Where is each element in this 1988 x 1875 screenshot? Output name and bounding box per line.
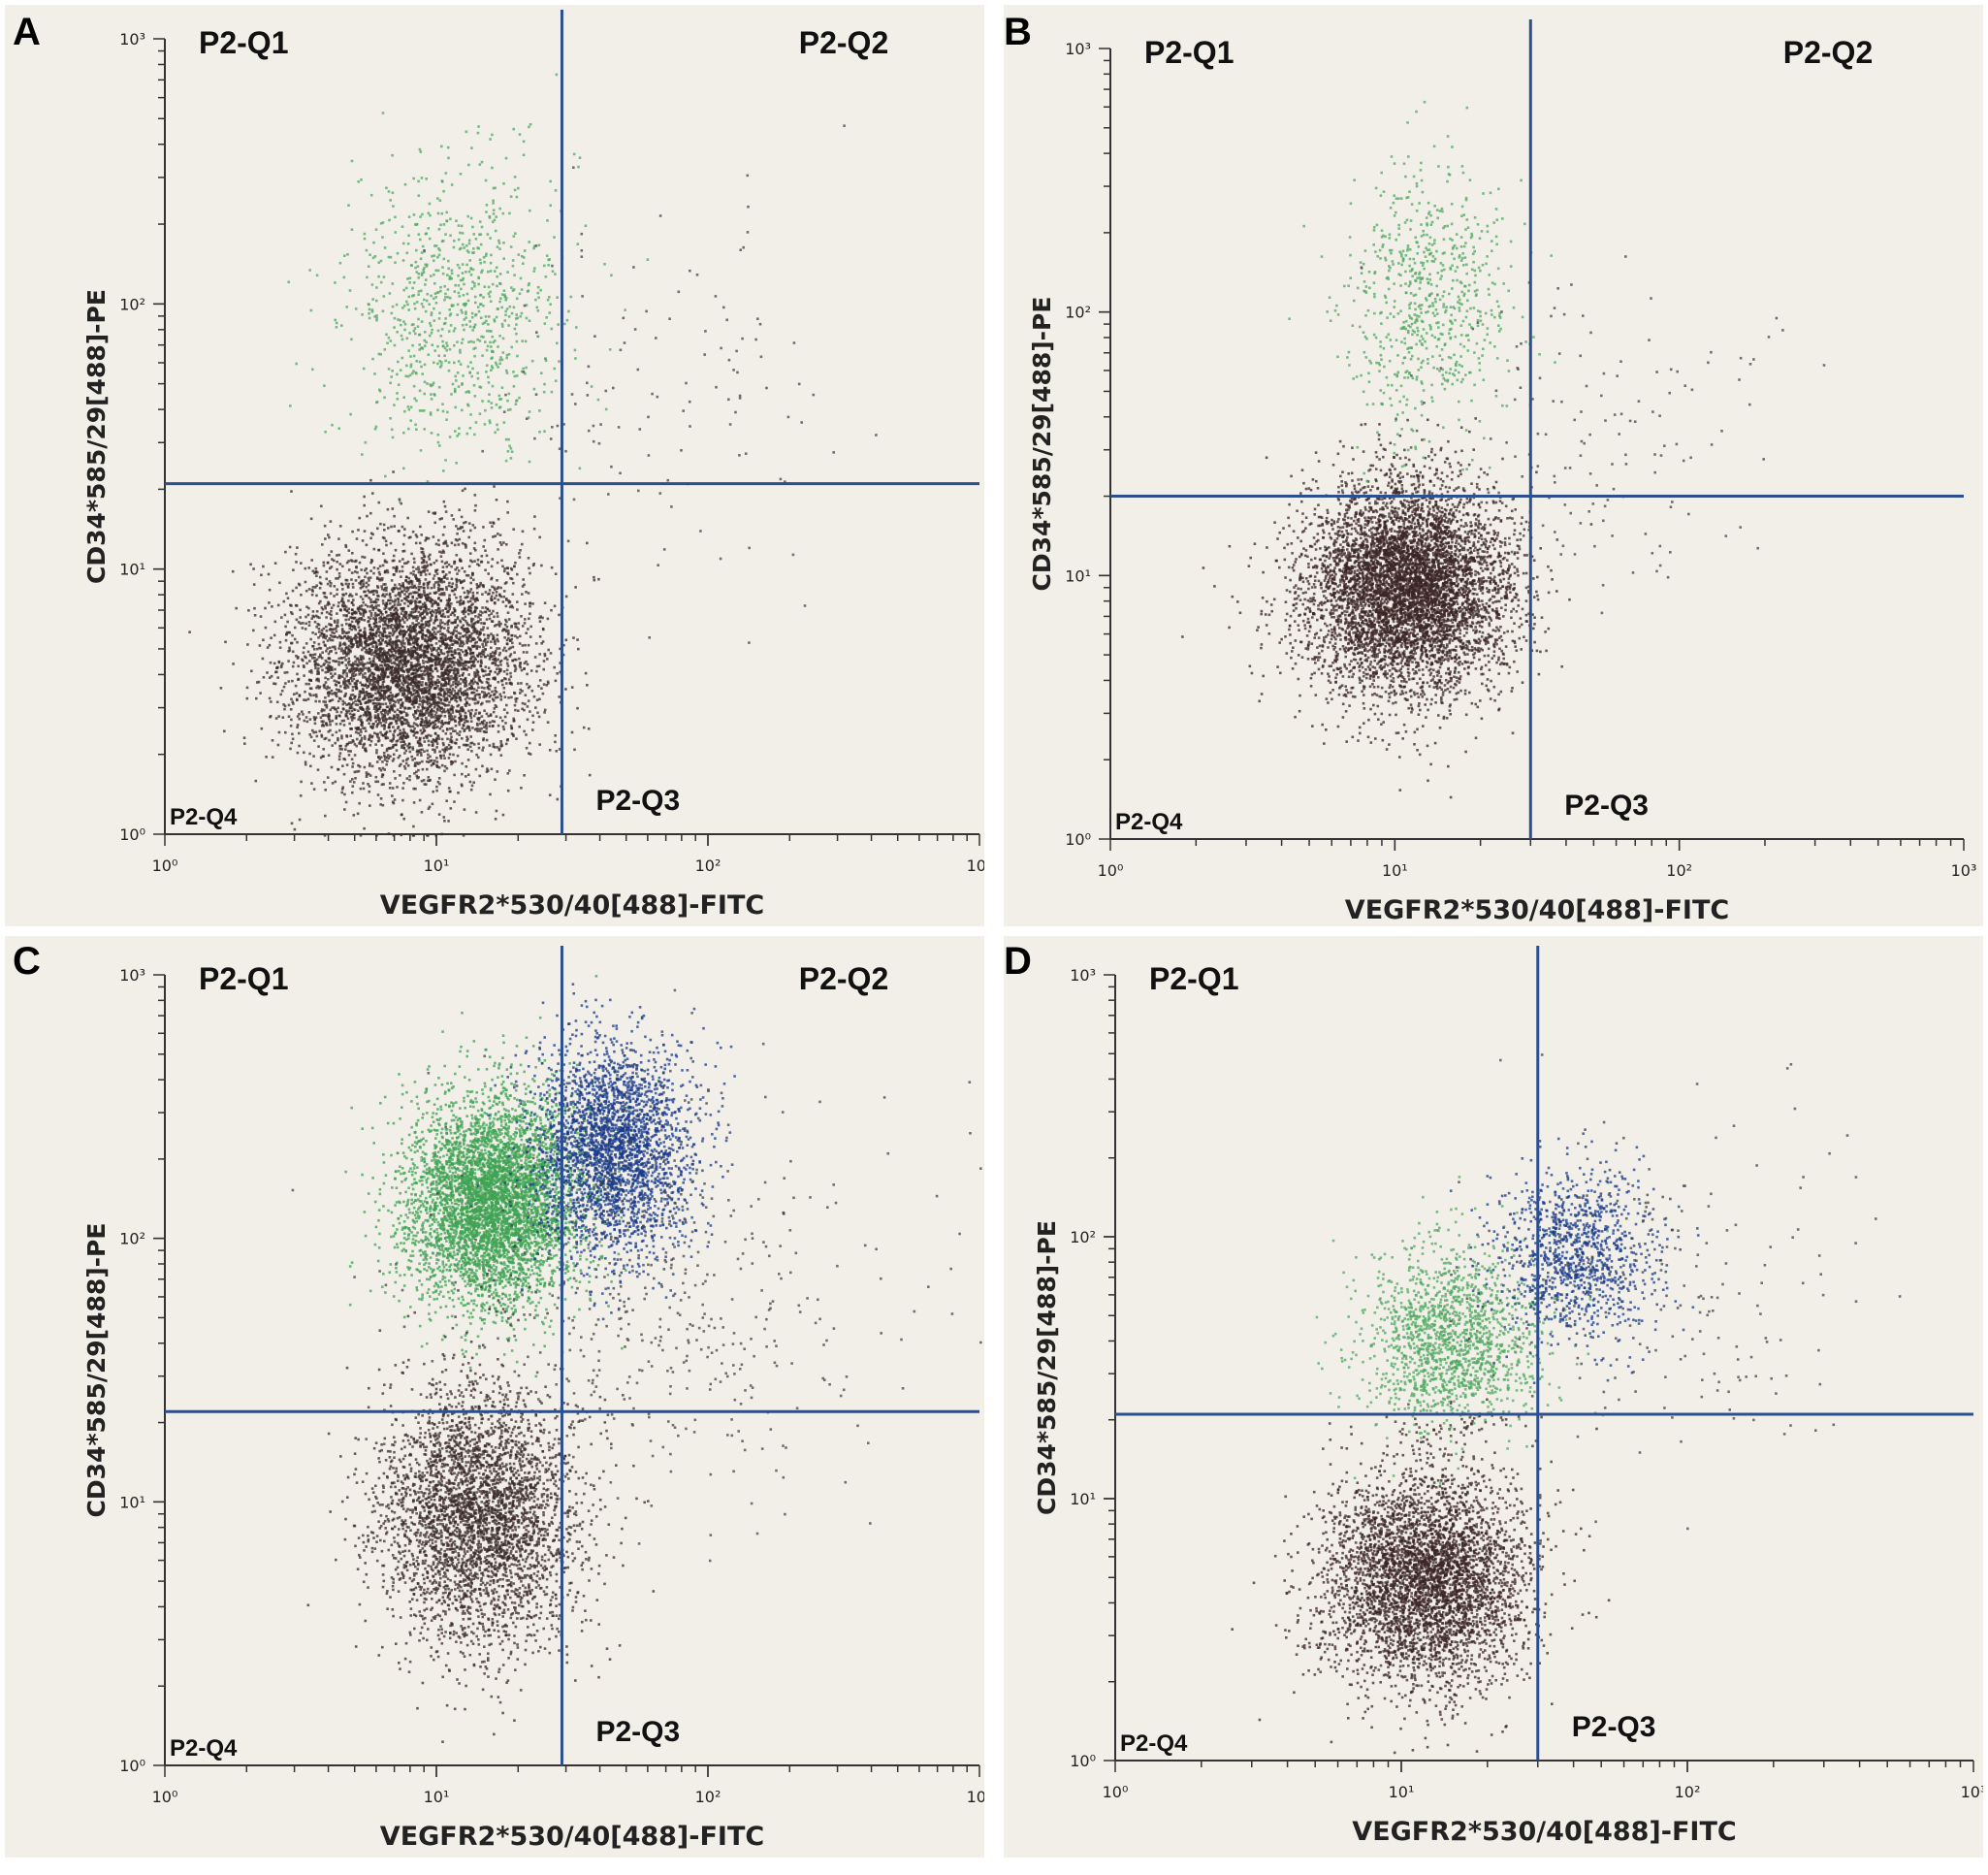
- scatter-plot-c: 10⁰ 10¹ 10² 10³ 10⁰ 10¹ 10² 10³ VEGFR2*530/40[48…: [82, 946, 984, 1852]
- y-axis-label: CD34*585/29[488]-PE: [82, 1223, 111, 1518]
- x-axis-label: VEGFR2*530/40[488]-FITC: [1352, 1817, 1736, 1847]
- y-tick-label: 10³: [119, 30, 145, 48]
- event-dots: [1181, 100, 1826, 799]
- flow-panel-c: 10⁰ 10¹ 10² 10³ 10⁰ 10¹ 10² 10³ VEGFR2*530/40[48…: [5, 936, 984, 1858]
- y-tick-label: 10²: [1070, 1228, 1096, 1246]
- scatter-plot-a: 10⁰ 10¹ 10² 10³ 10⁰ 10¹ 10² 10³ VEGFR2*530/40[48…: [82, 10, 984, 921]
- flow-panel-a: 10⁰ 10¹ 10² 10³ 10⁰ 10¹ 10² 10³ VEGFR2*530/40[48…: [5, 5, 984, 926]
- panel-letter-d: D: [1004, 940, 1032, 984]
- quadrant-label-p2-q2: P2-Q2: [1783, 35, 1873, 70]
- x-axis-label: VEGFR2*530/40[488]-FITC: [380, 890, 764, 921]
- y-tick-label: 10²: [1065, 304, 1091, 322]
- x-tick-label: 10³: [1951, 861, 1977, 880]
- quadrant-label-p2-q4: P2-Q4: [1120, 1730, 1188, 1757]
- quadrant-label-p2-q1: P2-Q1: [1149, 961, 1238, 996]
- x-tick-label: 10³: [1961, 1783, 1983, 1801]
- quadrant-label-p2-q4: P2-Q4: [170, 1735, 238, 1762]
- x-tick-label: 10²: [1675, 1783, 1701, 1801]
- panel-letter-a: A: [13, 11, 41, 54]
- quadrant-label-p2-q3: P2-Q3: [1564, 790, 1649, 822]
- scatter-plot-d: 10⁰ 10¹ 10² 10³ 10⁰ 10¹ 10² 10³ VEGFR2*530/40[48…: [1033, 946, 1983, 1847]
- x-tick-label: 10¹: [424, 1788, 450, 1806]
- x-axis-label: VEGFR2*530/40[488]-FITC: [380, 1822, 764, 1852]
- x-tick-label: 10³: [967, 1788, 984, 1806]
- x-tick-label: 10²: [695, 857, 721, 875]
- quadrant-label-p2-q3: P2-Q3: [1572, 1711, 1656, 1743]
- x-tick-label: 10¹: [1389, 1783, 1415, 1801]
- y-tick-label: 10³: [1065, 40, 1091, 58]
- y-axis-label: CD34*585/29[488]-PE: [1028, 297, 1056, 592]
- y-tick-label: 10¹: [1065, 566, 1091, 585]
- y-tick-label: 10⁰: [1065, 830, 1091, 849]
- y-tick-label: 10¹: [119, 1493, 145, 1511]
- y-tick-label: 10¹: [1070, 1490, 1096, 1508]
- y-axis-label: CD34*585/29[488]-PE: [1033, 1220, 1061, 1515]
- x-tick-label: 10⁰: [1098, 861, 1124, 880]
- quadrant-label-p2-q4: P2-Q4: [1115, 809, 1183, 835]
- y-tick-label: 10²: [119, 295, 145, 313]
- panel-letter-b: B: [1004, 11, 1032, 54]
- y-tick-label: 10¹: [119, 561, 145, 579]
- quadrant-label-p2-q3: P2-Q3: [595, 785, 680, 817]
- x-tick-label: 10²: [695, 1788, 721, 1806]
- scatter-plot-b: 10⁰ 10¹ 10² 10³ 10⁰ 10¹ 10² 10³ VEGFR2*530/40[48…: [1028, 19, 1977, 925]
- y-tick-label: 10³: [1070, 966, 1096, 985]
- y-tick-label: 10³: [119, 966, 145, 985]
- event-dots: [1231, 1053, 1902, 1755]
- quadrant-label-p2-q1: P2-Q1: [199, 961, 288, 996]
- x-tick-label: 10²: [1666, 861, 1692, 880]
- y-tick-label: 10⁰: [119, 825, 145, 844]
- x-tick-label: 10⁰: [152, 857, 178, 875]
- x-tick-label: 10³: [967, 857, 984, 875]
- y-tick-label: 10²: [119, 1230, 145, 1248]
- x-tick-label: 10⁰: [152, 1788, 178, 1806]
- x-axis-label: VEGFR2*530/40[488]-FITC: [1345, 895, 1729, 925]
- y-tick-label: 10⁰: [119, 1757, 145, 1775]
- event-dots: [291, 975, 982, 1743]
- flow-panel-d: 10⁰ 10¹ 10² 10³ 10⁰ 10¹ 10² 10³ VEGFR2*530/40[48…: [1004, 936, 1983, 1858]
- quadrant-label-p2-q2: P2-Q2: [799, 25, 888, 60]
- x-tick-label: 10⁰: [1103, 1783, 1129, 1801]
- panel-letter-c: C: [13, 940, 41, 984]
- quadrant-label-p2-q1: P2-Q1: [199, 25, 288, 60]
- quadrant-label-p2-q3: P2-Q3: [595, 1716, 680, 1748]
- quadrant-label-p2-q2: P2-Q2: [799, 961, 888, 996]
- event-dots: [188, 73, 878, 837]
- flow-panel-b: 10⁰ 10¹ 10² 10³ 10⁰ 10¹ 10² 10³ VEGFR2*530/40[48…: [1004, 5, 1983, 926]
- y-tick-label: 10⁰: [1070, 1752, 1096, 1770]
- quadrant-label-p2-q1: P2-Q1: [1144, 35, 1234, 70]
- x-tick-label: 10¹: [424, 857, 450, 875]
- quadrant-label-p2-q4: P2-Q4: [170, 804, 238, 830]
- x-tick-label: 10¹: [1382, 861, 1408, 880]
- y-axis-label: CD34*585/29[488]-PE: [82, 289, 111, 584]
